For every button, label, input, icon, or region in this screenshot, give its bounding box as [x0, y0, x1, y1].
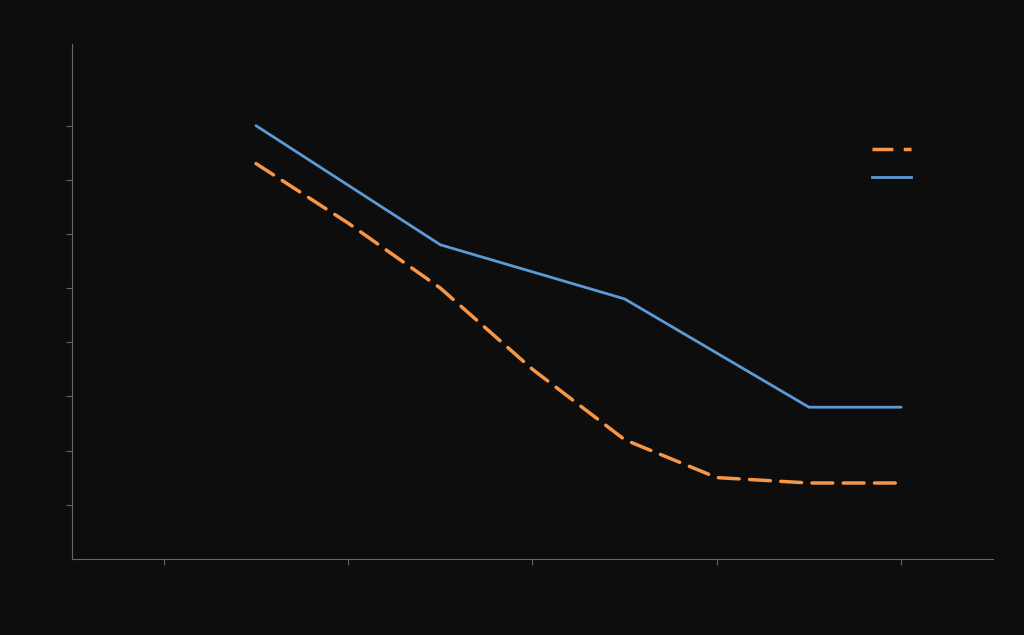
Legend: , : , [871, 144, 922, 186]
